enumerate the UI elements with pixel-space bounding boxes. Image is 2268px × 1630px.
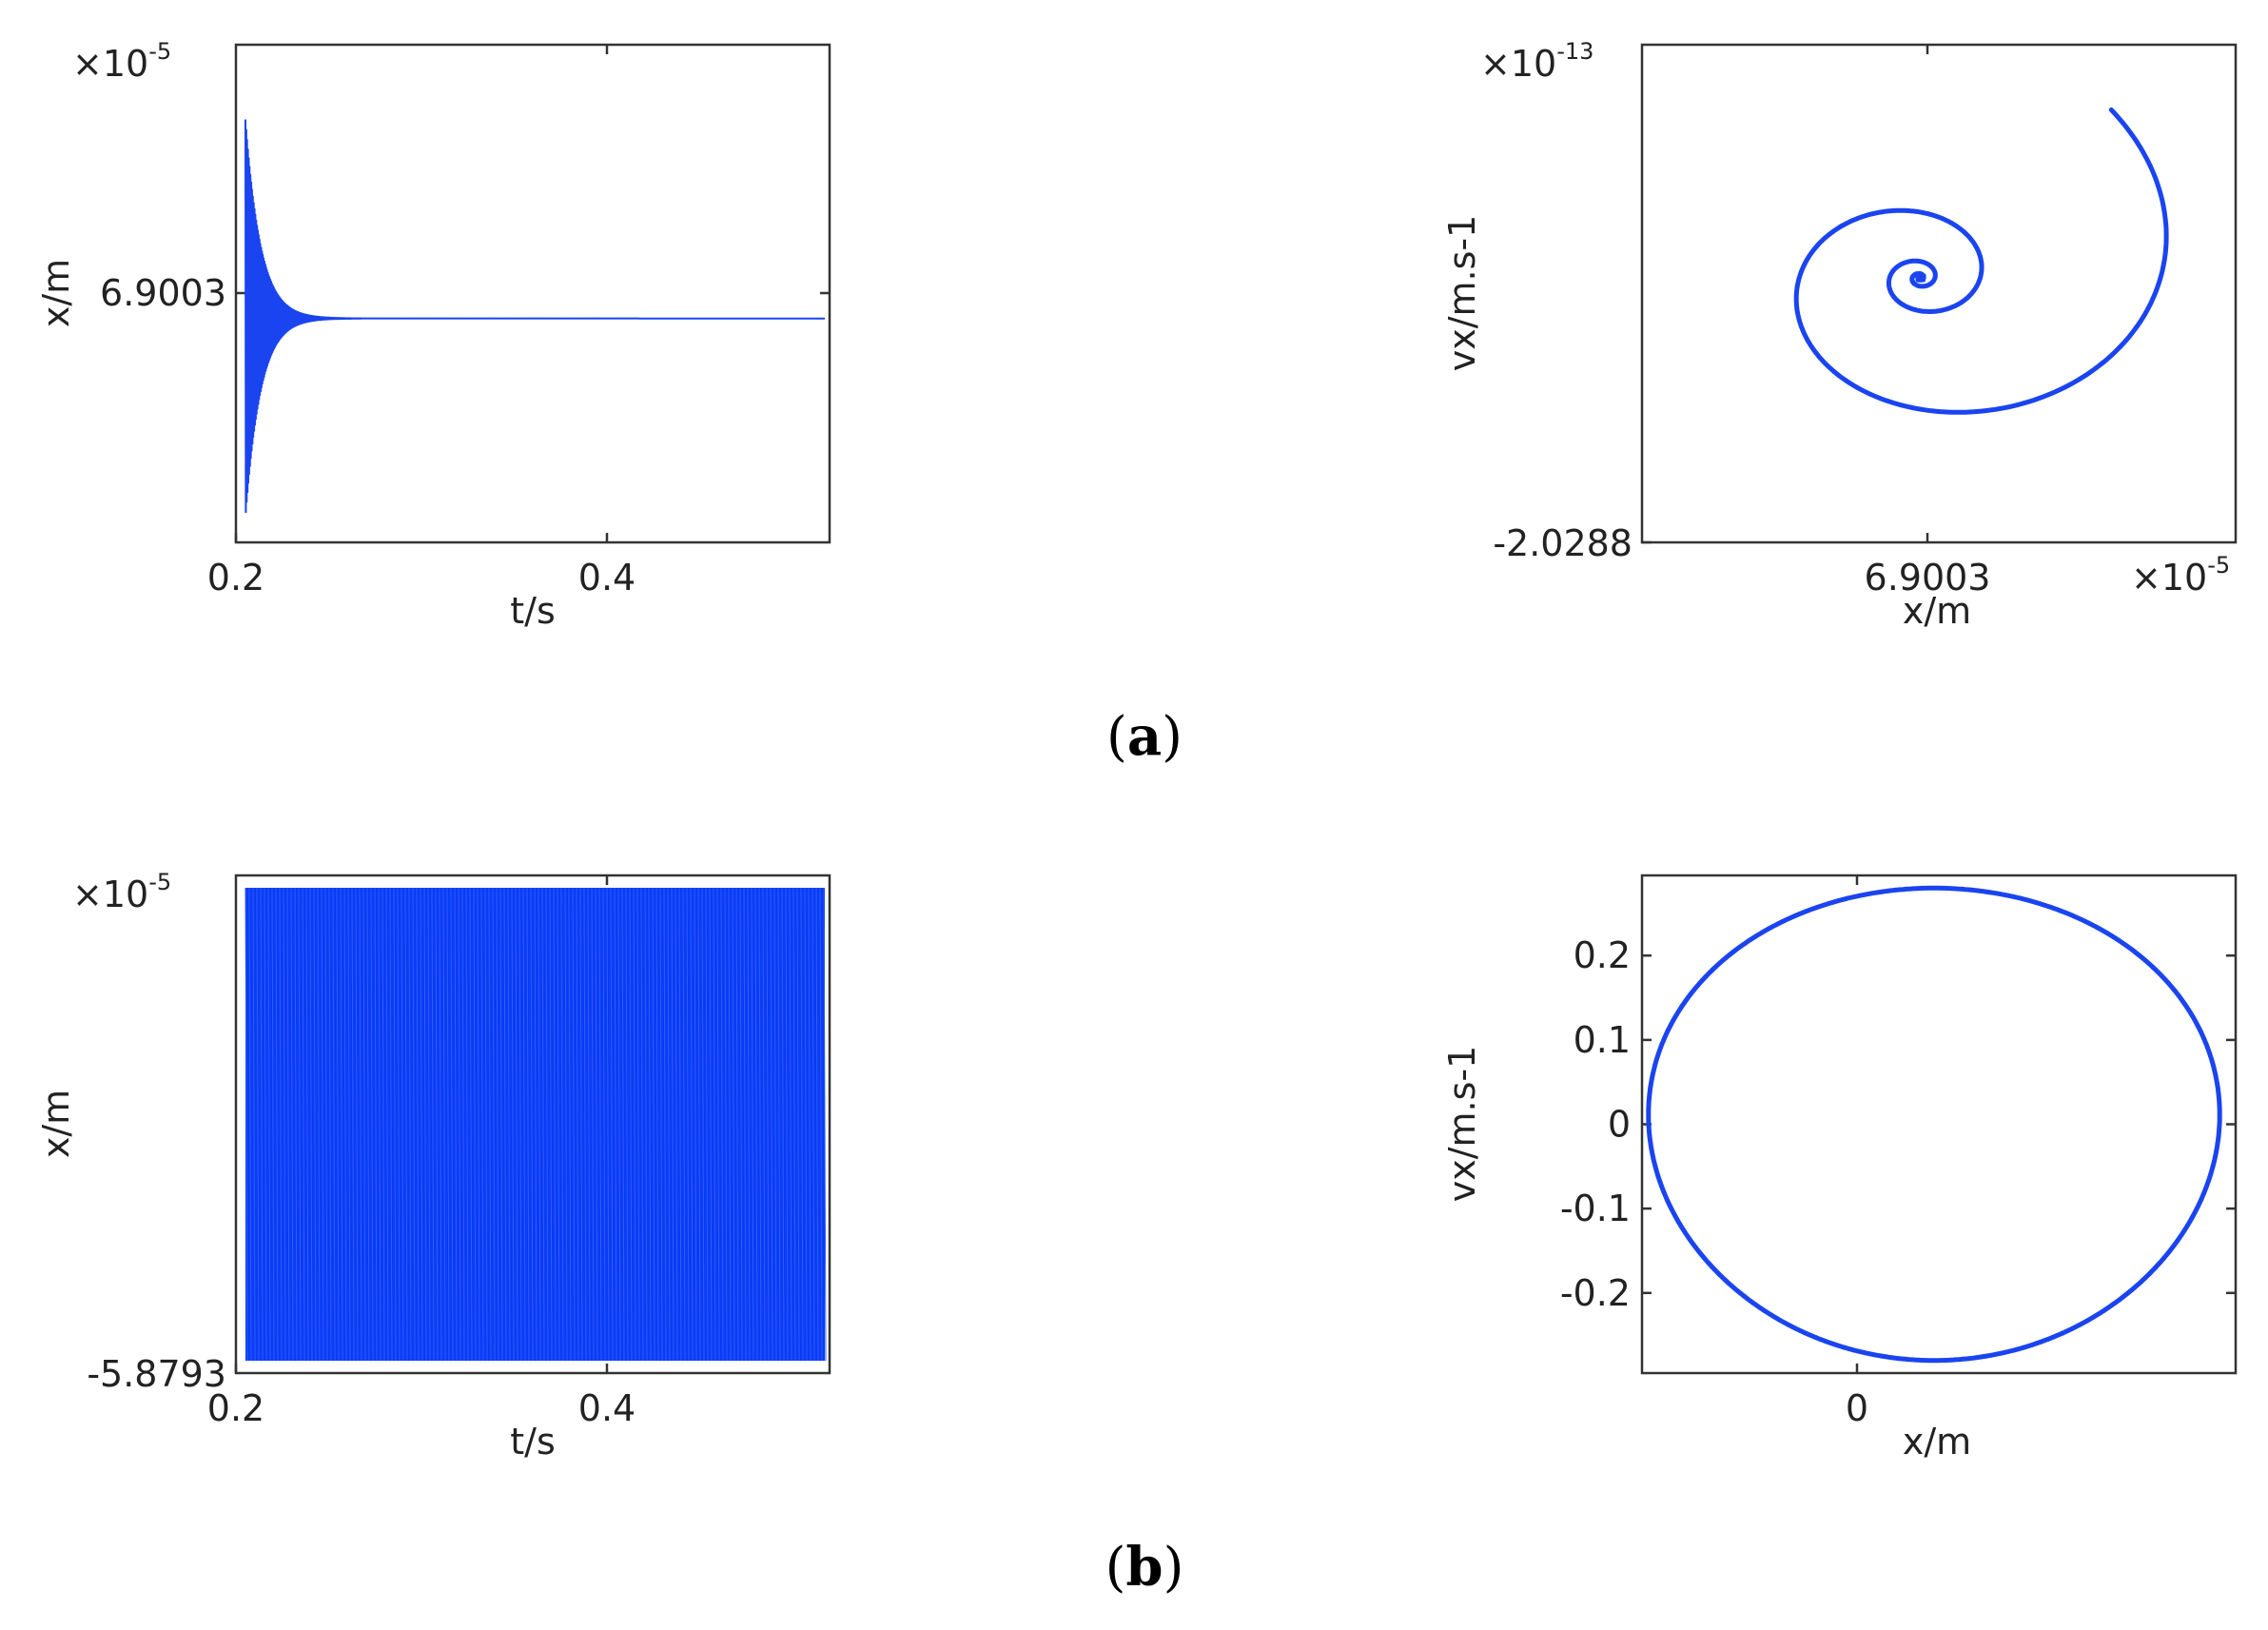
x-axis-label: t/s [510, 590, 556, 632]
y-axis-label: x/m [35, 259, 77, 327]
series-line-x [244, 119, 826, 514]
x-tick-label: 0.2 [207, 557, 264, 599]
y-tick-label: -2.0288 [1493, 522, 1633, 564]
y-exponent-label: ×10-5 [72, 38, 171, 85]
x-tick-label: 6.9003 [1865, 557, 1991, 599]
series-oscillation-band [244, 887, 827, 1362]
x-axis-label: t/s [510, 1421, 556, 1463]
chart-a-phase-portrait: ×10-13 -2.0288 6.9003 ×10-5 x/m vx/m.s-1 [1441, 38, 2238, 632]
plot-frame [1640, 874, 2238, 1375]
y-axis-label: vx/m.s-1 [1441, 215, 1483, 372]
y-axis-label: vx/m.s-1 [1441, 1046, 1483, 1203]
x-tick-label: 0.4 [578, 557, 635, 599]
x-axis-label: x/m [1903, 590, 1971, 632]
y-exponent-label: ×10-13 [1480, 38, 1593, 85]
chart-b-phase-portrait: 0.2 0.1 0 -0.1 -0.2 0 x/m vx/m.s-1 [1441, 874, 2238, 1463]
y-tick-label: 0.1 [1574, 1019, 1631, 1061]
plot-frame [1640, 43, 2238, 544]
y-axis-label: x/m [35, 1090, 77, 1158]
y-tick-label: -0.2 [1560, 1272, 1631, 1314]
series-line-phase [1793, 107, 2169, 415]
chart-a-time-series: ×10-5 6.9003 0.2 0.4 t/s x/m [35, 38, 831, 632]
x-axis-label: x/m [1903, 1421, 1971, 1463]
oscillation-strokes [244, 887, 827, 1362]
y-tick-label: 0 [1608, 1104, 1631, 1146]
x-tick-label: 0.2 [207, 1387, 264, 1429]
y-tick-label: -5.8793 [87, 1353, 226, 1395]
y-tick-label: 6.9003 [100, 272, 226, 314]
y-tick-label: -0.1 [1560, 1188, 1631, 1229]
y-tick-label: 0.2 [1574, 934, 1631, 976]
x-tick-label: 0 [1846, 1387, 1868, 1429]
plot-frame [234, 43, 831, 544]
series-line-limit-cycle [1646, 885, 2222, 1364]
y-exponent-label: ×10-5 [72, 869, 171, 915]
chart-b-time-series: ×10-5 -5.8793 0.2 0.4 t/s x/m [35, 869, 831, 1463]
x-exponent-label: ×10-5 [2131, 552, 2230, 599]
x-tick-label: 0.4 [578, 1387, 635, 1429]
y-ticks: 0.2 0.1 0 -0.1 -0.2 [1560, 934, 2236, 1314]
panel-label-a: (a) [1106, 705, 1183, 768]
plot-frame [234, 874, 831, 1375]
panel-label-b: (b) [1105, 1536, 1184, 1599]
